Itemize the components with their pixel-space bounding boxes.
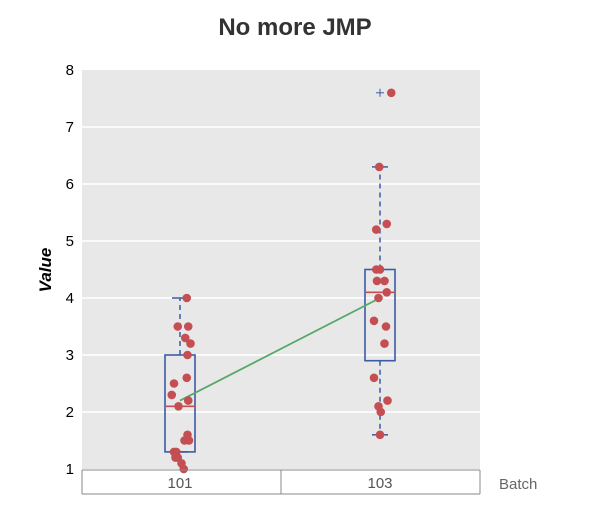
data-point [375,265,385,274]
mean-line [179,297,381,402]
data-point [376,407,386,417]
y-tick-label: 8 [66,62,74,79]
y-tick-label: 4 [66,290,74,307]
y-axis-ticks: 1 2 3 4 5 6 7 8 [66,62,74,478]
data-point [183,322,193,331]
data-point [167,390,177,400]
data-point [186,339,195,348]
data-point [383,396,392,405]
data-point [369,316,379,326]
y-tick-label: 1 [66,461,74,478]
data-point [169,379,179,388]
data-point [372,276,382,286]
y-tick-label: 6 [66,176,74,193]
mean-line-layer [179,297,381,402]
data-point [182,293,192,303]
data-point [375,430,385,440]
data-point [380,276,389,286]
data-point [182,373,192,383]
x-tick-label: 101 [167,475,192,492]
data-point [180,333,190,343]
data-point [380,339,389,348]
data-point [382,288,392,297]
y-tick-label: 3 [66,347,74,364]
outlier-marker [376,88,384,97]
y-tick-label: 2 [66,404,74,421]
chart-title: No more JMP [218,14,371,41]
data-point [179,464,189,474]
data-point [171,453,180,462]
y-tick-label: 7 [66,119,74,136]
data-point [174,402,183,411]
data-point [374,293,383,303]
data-point [173,322,183,331]
data-point [184,436,194,445]
data-point [374,162,384,172]
plot-area [82,70,480,469]
y-tick-label: 5 [66,233,74,250]
data-point [381,322,391,331]
data-point [386,88,396,98]
data-point [183,350,192,360]
data-point [369,373,379,383]
x-axis-label: Batch [499,476,537,493]
data-points [167,88,396,474]
data-point [183,396,193,405]
x-tick-label: 103 [367,475,392,492]
data-point [371,225,381,234]
x-axis: 101 103 [81,469,481,495]
y-axis-label: Value [36,248,55,293]
data-point [382,219,392,229]
grid-lines [82,126,480,413]
